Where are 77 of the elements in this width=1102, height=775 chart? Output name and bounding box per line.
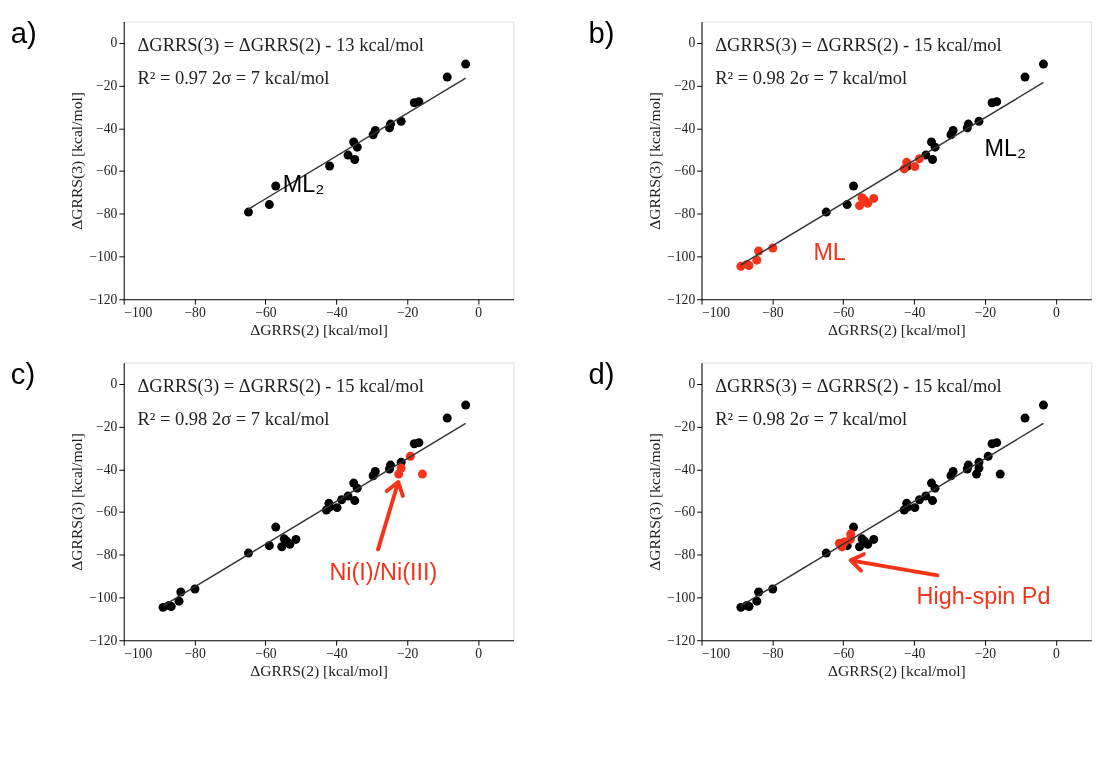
- x-tick-label: 0: [1052, 305, 1060, 321]
- x-tick-label: −20: [397, 646, 419, 662]
- x-tick-label: −20: [397, 305, 419, 321]
- legend-label: High-spin Pd: [916, 582, 1051, 609]
- y-tick-label: −80: [673, 206, 696, 222]
- annotation: ΔGRRS(3) = ΔGRRS(2) - 13 kcal/mol: [137, 34, 424, 56]
- x-tick-label: −80: [762, 646, 784, 662]
- x-tick-label: −40: [903, 646, 926, 662]
- chart-title: a): [10, 16, 37, 49]
- y-tick-label: −120: [667, 632, 696, 648]
- annotation: R² = 0.97 2σ = 7 kcal/mol: [137, 67, 330, 88]
- y-tick-label: 0: [110, 376, 118, 392]
- x-tick-label: −100: [124, 646, 153, 662]
- x-tick-label: −80: [184, 305, 206, 321]
- x-tick-label: 0: [475, 305, 483, 321]
- annotation: R² = 0.98 2σ = 7 kcal/mol: [715, 67, 908, 88]
- x-tick-label: −40: [326, 305, 348, 321]
- y-tick-label: −120: [89, 291, 118, 307]
- x-tick-label: −60: [255, 305, 277, 321]
- x-axis-title: ΔGRRS(2) [kcal/mol]: [828, 320, 966, 339]
- annotation: ΔGRRS(3) = ΔGRRS(2) - 15 kcal/mol: [715, 34, 1002, 56]
- y-axis-title: ΔGRRS(3) [kcal/mol]: [68, 92, 87, 230]
- x-tick-label: −80: [184, 646, 206, 662]
- series-label: ML₂: [282, 171, 325, 198]
- y-tick-label: 0: [688, 376, 696, 392]
- y-tick-label: −20: [673, 78, 696, 94]
- x-tick-label: −100: [702, 305, 731, 321]
- y-tick-label: −20: [673, 419, 696, 435]
- y-axis-title: ΔGRRS(3) [kcal/mol]: [646, 92, 665, 230]
- y-tick-label: −60: [673, 163, 696, 179]
- y-tick-label: −40: [673, 120, 696, 136]
- y-tick-label: −80: [96, 547, 118, 563]
- x-tick-label: 0: [1052, 646, 1060, 662]
- x-tick-label: −60: [833, 646, 855, 662]
- series-label: ML₂: [984, 135, 1027, 162]
- x-tick-label: −20: [974, 646, 997, 662]
- y-tick-label: −80: [673, 547, 696, 563]
- y-tick-label: −120: [89, 632, 118, 648]
- y-tick-label: 0: [688, 35, 696, 51]
- x-tick-label: −40: [903, 305, 926, 321]
- y-tick-label: −40: [96, 120, 118, 136]
- y-tick-label: −120: [667, 291, 696, 307]
- x-axis-title: ΔGRRS(2) [kcal/mol]: [250, 661, 388, 680]
- x-tick-label: −60: [255, 646, 277, 662]
- x-tick-label: 0: [475, 646, 483, 662]
- x-tick-label: −80: [762, 305, 784, 321]
- text: Ni(I)/Ni(III): [329, 558, 438, 585]
- annotation: ΔGRRS(3) = ΔGRRS(2) - 15 kcal/mol: [137, 375, 424, 397]
- x-axis-title: ΔGRRS(2) [kcal/mol]: [828, 661, 966, 680]
- x-tick-label: −60: [833, 305, 855, 321]
- y-tick-label: −40: [673, 461, 696, 477]
- x-axis-title: ΔGRRS(2) [kcal/mol]: [250, 320, 388, 339]
- chart-title: d): [588, 358, 615, 391]
- y-tick-label: −40: [96, 461, 118, 477]
- annotation: R² = 0.98 2σ = 7 kcal/mol: [137, 408, 330, 429]
- y-tick-label: −20: [96, 78, 118, 94]
- y-tick-label: −80: [96, 206, 118, 222]
- y-tick-label: −60: [96, 504, 118, 520]
- y-tick-label: −20: [96, 419, 118, 435]
- x-tick-label: −100: [702, 646, 731, 662]
- y-tick-label: −100: [89, 589, 118, 605]
- y-tick-label: −100: [667, 248, 696, 264]
- x-tick-label: −20: [974, 305, 997, 321]
- annotation: R² = 0.98 2σ = 7 kcal/mol: [715, 408, 908, 429]
- chart-title: c): [10, 358, 36, 391]
- y-tick-label: −60: [673, 504, 696, 520]
- y-tick-label: −100: [89, 248, 118, 264]
- chart-title: b): [588, 16, 615, 49]
- series-label: ML: [813, 238, 846, 265]
- x-tick-label: −40: [326, 646, 348, 662]
- x-tick-label: −100: [124, 305, 153, 321]
- y-tick-label: −100: [667, 589, 696, 605]
- annotation: ΔGRRS(3) = ΔGRRS(2) - 15 kcal/mol: [715, 375, 1002, 397]
- y-axis-title: ΔGRRS(3) [kcal/mol]: [646, 433, 665, 571]
- y-tick-label: 0: [110, 35, 118, 51]
- y-tick-label: −60: [96, 163, 118, 179]
- y-axis-title: ΔGRRS(3) [kcal/mol]: [68, 433, 87, 571]
